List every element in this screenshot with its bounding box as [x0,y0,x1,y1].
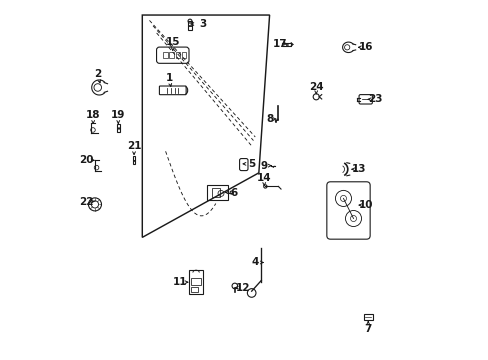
Text: 3: 3 [199,19,206,29]
Text: 18: 18 [86,111,100,121]
Text: 20: 20 [79,155,94,165]
Text: 5: 5 [247,159,255,169]
Text: 17: 17 [272,39,287,49]
Text: 19: 19 [111,111,125,121]
Bar [188,21,191,30]
Text: 13: 13 [351,164,366,174]
Text: 10: 10 [359,200,373,210]
Text: 14: 14 [256,173,271,183]
Text: 8: 8 [265,114,273,124]
Bar [207,185,227,200]
Bar [117,124,119,132]
Bar [282,43,291,46]
Text: 21: 21 [126,141,141,151]
Text: 2: 2 [94,69,101,79]
Text: 24: 24 [308,82,323,92]
Bar [211,188,220,197]
Text: 16: 16 [359,42,373,52]
Text: 9: 9 [260,161,267,171]
Bar [175,52,180,58]
Text: 6: 6 [230,188,237,198]
Bar [188,270,203,294]
Bar [182,52,186,58]
Bar [169,52,174,58]
Bar [191,278,201,285]
Text: 7: 7 [364,324,371,334]
Bar [191,287,198,292]
Text: 11: 11 [172,277,187,287]
Bar [363,314,372,320]
Text: 12: 12 [235,283,249,293]
Text: 23: 23 [367,94,382,104]
Text: 15: 15 [165,37,180,47]
Text: 4: 4 [251,257,259,267]
Bar [133,156,135,164]
Text: 1: 1 [165,73,172,83]
Bar [163,52,167,58]
Text: 22: 22 [79,197,94,207]
